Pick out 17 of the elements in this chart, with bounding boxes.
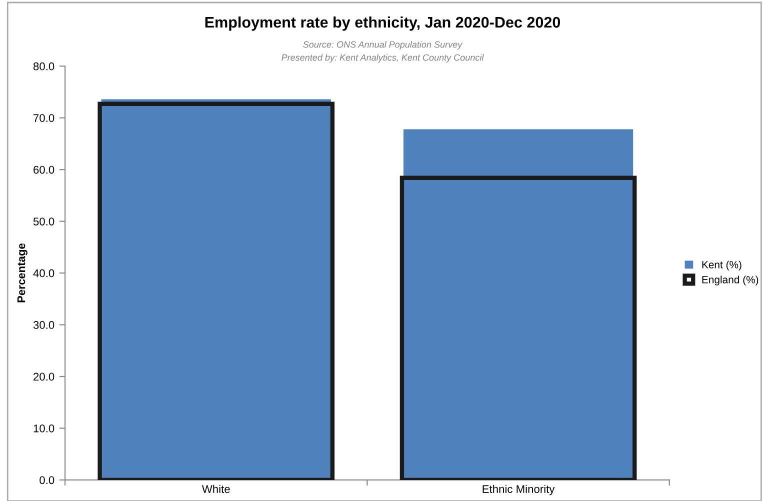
legend-label: England (%) (702, 276, 758, 286)
y-tick-label: 70.0 (34, 114, 54, 122)
y-tick-label: 20.0 (34, 372, 54, 381)
source-note: Source: ONS Annual Population Survey (303, 41, 463, 50)
y-tick-label: 0.0 (40, 476, 54, 484)
text: Presented by: Kent Analytics, Kent County Council (282, 54, 484, 62)
y-tick-label: 50.0 (33, 218, 54, 226)
y-axis-title: Percentage (17, 243, 28, 302)
y-tick-label: 30.0 (33, 321, 54, 329)
y-tick-label: 10.0 (34, 424, 54, 432)
chart-title: Employment rate by ethnicity, Jan 2020-Dec 2020 (205, 16, 560, 31)
x-tick-label: Ethnic Minority (482, 484, 555, 496)
y-tick-label: 80.0 (33, 62, 54, 70)
legend-label: Kent (%) (702, 260, 742, 270)
x-tick-label: White (202, 484, 230, 493)
y-tick-label: 60.0 (34, 166, 54, 174)
y-tick-label: 40.0 (33, 269, 54, 278)
